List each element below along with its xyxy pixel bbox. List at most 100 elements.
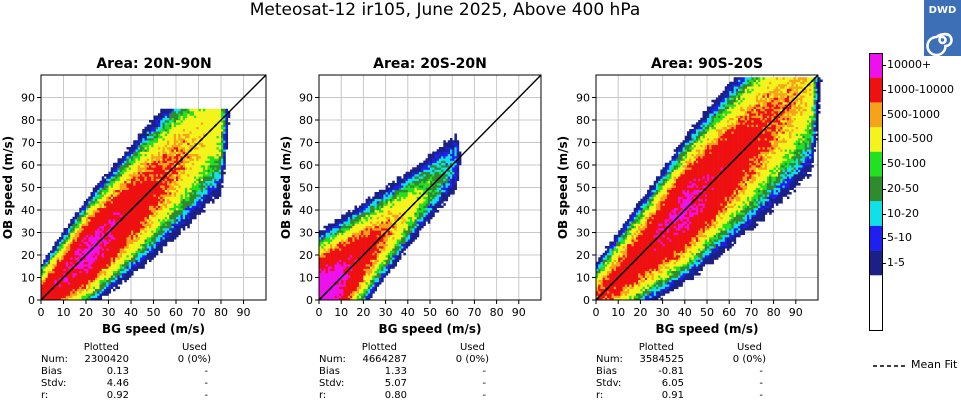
heatmap-cell (182, 167, 186, 170)
heatmap-cell (56, 255, 60, 258)
heatmap-cell (167, 122, 170, 125)
heatmap-cell (205, 117, 208, 121)
heatmap-cell (216, 162, 220, 166)
heatmap-cell (86, 277, 89, 281)
heatmap-cell (352, 293, 355, 296)
heatmap-cell (135, 149, 139, 152)
heatmap-cell (336, 246, 340, 249)
heatmap-cell (70, 286, 73, 290)
heatmap-cell (198, 131, 202, 134)
heatmap-cell (77, 228, 80, 231)
heatmap-cell (119, 221, 123, 224)
heatmap-cell (149, 162, 152, 166)
heatmap-cell (212, 124, 215, 128)
heatmap-cell (338, 297, 342, 301)
heatmap-cell (104, 241, 107, 245)
stats-plotted-value: 2300420 (84, 354, 129, 365)
heatmap-cell (142, 259, 145, 263)
heatmap-cell (86, 261, 89, 265)
heatmap-cell (88, 223, 91, 227)
heatmap-cell (338, 237, 342, 240)
heatmap-cell (144, 223, 148, 227)
heatmap-cell (194, 167, 197, 170)
heatmap-cell (90, 230, 94, 233)
heatmap-cell (74, 259, 78, 263)
heatmap-cell (196, 131, 199, 134)
heatmap-cell (95, 257, 98, 260)
heatmap-cell (352, 237, 355, 240)
heatmap-cell (160, 156, 163, 159)
heatmap-cell (356, 273, 360, 276)
heatmap-cell (345, 255, 349, 258)
heatmap-cell (133, 241, 136, 245)
heatmap-cell (117, 259, 121, 263)
heatmap-cell (108, 201, 112, 204)
heatmap-cell (54, 273, 58, 276)
heatmap-cell (135, 176, 139, 179)
heatmap-cell (327, 266, 331, 269)
heatmap-cell (327, 232, 331, 236)
heatmap-cell (160, 192, 163, 195)
heatmap-cell (140, 255, 143, 258)
heatmap-cell (367, 252, 371, 256)
heatmap-cell (194, 120, 197, 123)
heatmap-cell (180, 180, 184, 184)
heatmap-cell (77, 293, 80, 296)
heatmap-cell (117, 250, 121, 254)
heatmap-cell (131, 189, 134, 193)
heatmap-cell (372, 286, 375, 290)
heatmap-cell (343, 295, 346, 299)
heatmap-cell (365, 214, 369, 218)
heatmap-cell (72, 252, 76, 256)
heatmap-cell (164, 192, 168, 195)
heatmap-cell (95, 270, 98, 274)
heatmap-cell (101, 268, 105, 272)
heatmap-cell (41, 270, 44, 274)
heatmap-cell (90, 232, 94, 236)
heatmap-cell (374, 286, 378, 290)
heatmap-cell (207, 180, 211, 184)
heatmap-cell (146, 135, 150, 139)
heatmap-cell (356, 248, 360, 251)
heatmap-cell (146, 225, 150, 229)
heatmap-cell (97, 187, 100, 191)
heatmap-cell (108, 264, 112, 267)
heatmap-cell (119, 180, 123, 184)
heatmap-cell (77, 212, 80, 215)
heatmap-cell (88, 243, 91, 247)
heatmap-cell (133, 219, 136, 222)
heatmap-cell (133, 189, 136, 193)
heatmap-cell (330, 268, 333, 272)
heatmap-cell (323, 295, 326, 299)
heatmap-cell (110, 219, 114, 222)
heatmap-cell (155, 171, 159, 175)
heatmap-cell (155, 212, 159, 215)
heatmap-cell (158, 131, 161, 134)
heatmap-cell (124, 268, 127, 272)
heatmap-cell (135, 180, 139, 184)
heatmap-cell (191, 187, 195, 191)
heatmap-cell (343, 255, 346, 258)
heatmap-cell (334, 246, 338, 249)
heatmap-cell (187, 133, 190, 137)
heatmap-cell (155, 133, 159, 137)
heatmap-cell (167, 237, 170, 240)
heatmap-cell (325, 255, 329, 258)
heatmap-cell (137, 176, 141, 179)
heatmap-cell (119, 252, 123, 256)
heatmap-cell (144, 151, 148, 155)
heatmap-cell (72, 248, 76, 251)
heatmap-cell (54, 279, 58, 283)
heatmap-cell (185, 126, 188, 130)
heatmap-cell (171, 207, 175, 211)
heatmap-cell (41, 286, 44, 290)
heatmap-cell (142, 187, 145, 191)
heatmap-cell (81, 239, 85, 242)
heatmap-cell (119, 246, 123, 249)
heatmap-cell (144, 216, 148, 220)
heatmap-cell (88, 212, 91, 215)
heatmap-cell (113, 178, 116, 182)
heatmap-cell (164, 243, 168, 247)
heatmap-cell (56, 250, 60, 254)
heatmap-cell (365, 250, 369, 254)
